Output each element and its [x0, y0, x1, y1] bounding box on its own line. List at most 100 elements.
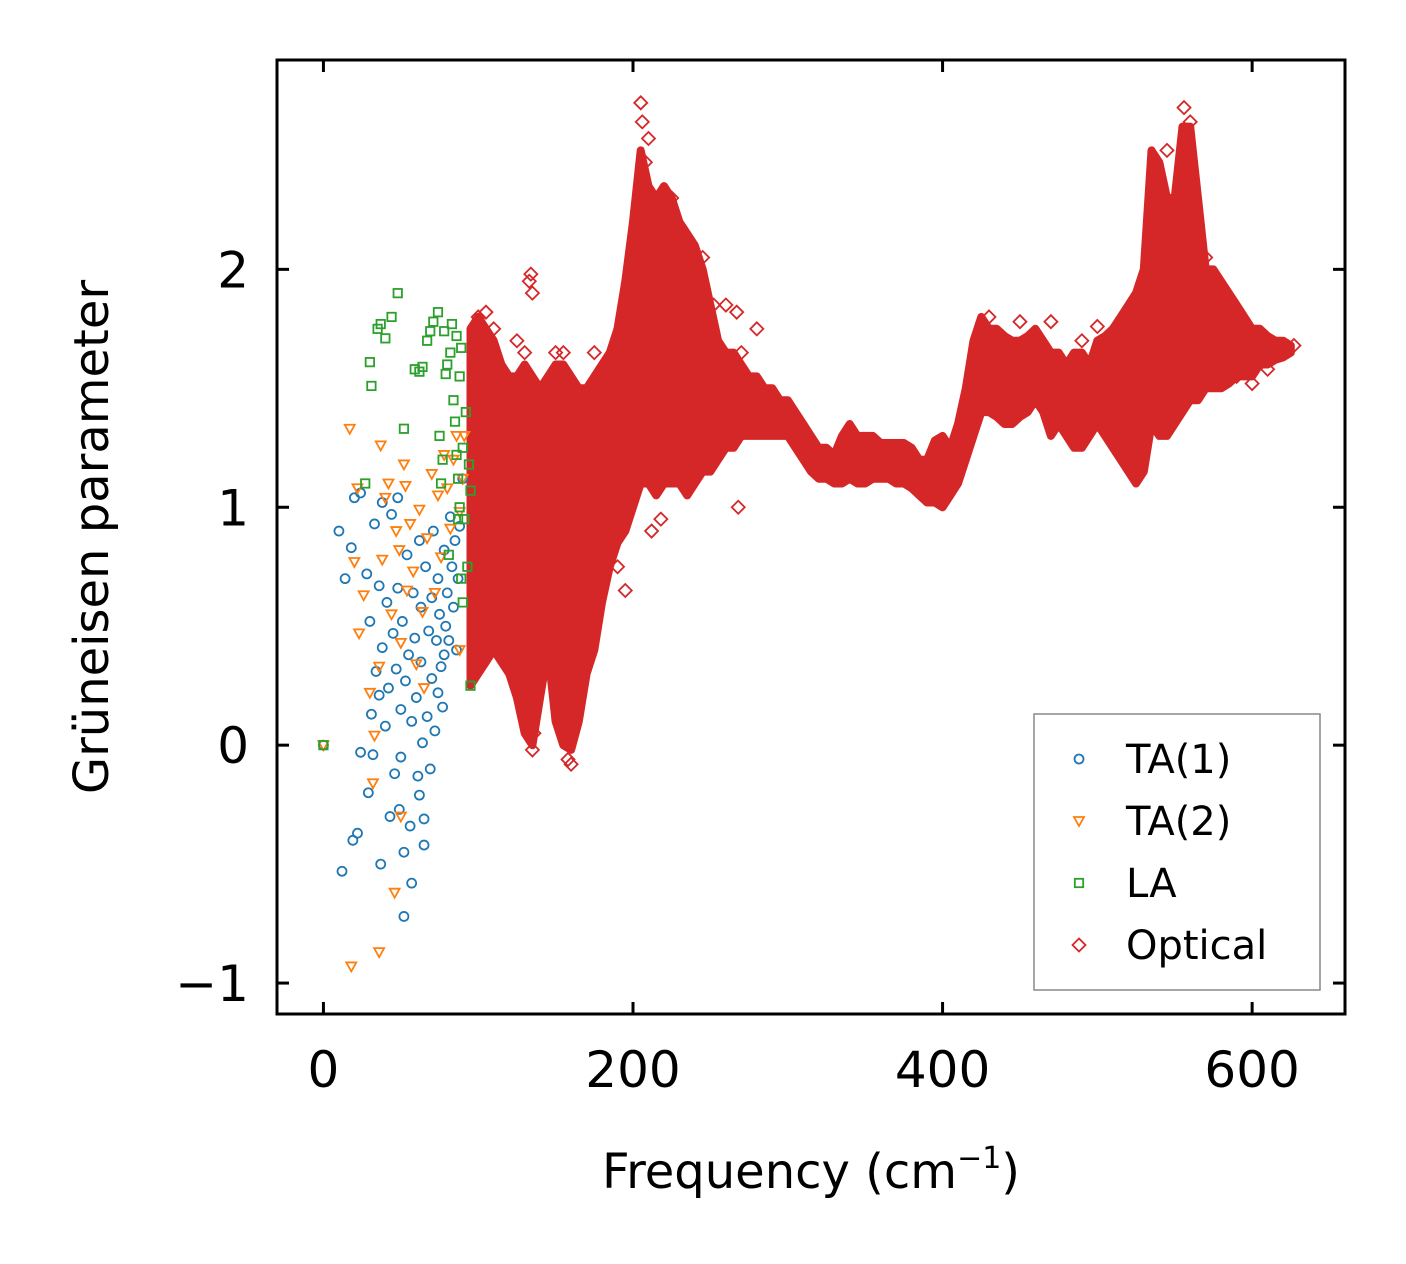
optical-point-9 — [526, 725, 542, 742]
ta-1-point-30 — [392, 492, 404, 504]
ta-1-point-29 — [390, 663, 402, 675]
ta-1-point-39 — [401, 549, 413, 561]
ta-2-point-5 — [352, 628, 366, 641]
ta-1-point-45 — [409, 632, 421, 644]
la-point-14 — [425, 326, 436, 337]
legend-item-la: LA — [1073, 861, 1177, 907]
ta-1-point-19 — [375, 858, 387, 870]
ta-2-point-37 — [440, 483, 454, 496]
la-point-7 — [386, 311, 397, 323]
legend-marker-la — [1073, 877, 1085, 889]
la-point-9 — [398, 423, 410, 434]
ta-1-point-60 — [426, 673, 438, 684]
optical-point-41 — [1197, 249, 1214, 266]
ta-2-point-38 — [443, 523, 457, 536]
y-tick-label: −1 — [175, 955, 249, 1013]
optical-point-20 — [637, 154, 654, 171]
plot-frame — [275, 58, 1347, 1016]
la-point-41 — [463, 459, 475, 470]
la-point-42 — [465, 680, 476, 691]
ta-1-point-72 — [441, 587, 453, 599]
y-tick-label: 1 — [217, 479, 249, 537]
ta-1-point-58 — [424, 763, 436, 775]
optical-point-18 — [634, 114, 651, 130]
ta-1-point-7 — [352, 827, 363, 839]
optical-point-17 — [632, 95, 649, 111]
la-point-34 — [456, 573, 467, 584]
x-axis-title: Frequency (cm−1) — [602, 1141, 1020, 1200]
ta-1-point-43 — [406, 877, 418, 889]
ta-1-point-17 — [373, 580, 385, 592]
optical-point-32 — [981, 309, 997, 325]
optical-point-6 — [523, 266, 539, 282]
ta-1-point-65 — [432, 573, 444, 585]
la-point-31 — [452, 514, 464, 525]
optical-point-25 — [694, 249, 711, 266]
optical-point-45 — [1275, 337, 1291, 354]
la-point-23 — [443, 549, 454, 560]
ta-1-point-54 — [418, 839, 430, 851]
series-ta-2 — [316, 423, 471, 974]
ta-2-point-7 — [363, 687, 377, 700]
legend-item-ta-2: TA(2) — [1072, 799, 1231, 845]
ta-1-point-40 — [403, 649, 414, 661]
ta-2-point-20 — [394, 811, 408, 824]
ta-1-point-77 — [449, 535, 461, 546]
x-tick-label: 0 — [308, 1041, 340, 1099]
y-tick-label: 2 — [217, 241, 249, 299]
optical-point-44 — [1259, 361, 1276, 378]
axis-ticks: 0 200 400 600 −1 0 1 2 — [175, 60, 1345, 1099]
ta-1-point-9 — [355, 746, 366, 758]
ta-1-point-66 — [434, 608, 445, 620]
ta-2-point-19 — [392, 545, 406, 557]
optical-point-3 — [509, 332, 525, 349]
optical-point-19 — [640, 130, 657, 147]
ta-1-point-38 — [400, 675, 411, 687]
ta-1-point-36 — [398, 911, 410, 922]
legend-label-ta-1: TA(1) — [1125, 737, 1231, 783]
ta-2-point-4 — [350, 483, 365, 496]
ta-2-point-32 — [425, 469, 439, 481]
optical-point-36 — [1089, 318, 1106, 335]
ta-1-point-28 — [389, 768, 401, 780]
ta-2-point-10 — [372, 661, 386, 674]
la-point-17 — [434, 430, 445, 441]
ta-1-point-23 — [381, 597, 393, 608]
legend-marker-ta-2 — [1072, 816, 1086, 828]
ta-1-point-32 — [393, 804, 405, 815]
ta-2-point-40 — [450, 430, 464, 443]
la-point-8 — [392, 288, 403, 299]
ta-2-point-11 — [372, 947, 386, 959]
optical-point-7 — [524, 285, 541, 301]
legend-marker-ta-1 — [1073, 753, 1085, 765]
legend-marker-optical — [1071, 937, 1087, 953]
ta-1-point-46 — [410, 692, 422, 703]
la-point-33 — [454, 371, 465, 382]
ta-2-point-16 — [385, 609, 399, 622]
optical-point-34 — [1043, 313, 1059, 330]
la-point-43 — [465, 485, 476, 496]
la-point-27 — [449, 416, 461, 427]
la-point-15 — [428, 316, 439, 327]
optical-point-27 — [718, 297, 734, 313]
ta-2-point-24 — [400, 585, 414, 598]
ta-2-point-28 — [412, 504, 426, 517]
ta-2-point-26 — [406, 566, 420, 579]
series-ta-1 — [318, 473, 469, 922]
optical-point-31 — [733, 344, 750, 361]
legend-label-ta-2: TA(2) — [1125, 799, 1231, 845]
ta-1-point-67 — [435, 661, 447, 673]
la-point-18 — [435, 478, 447, 489]
la-point-25 — [446, 318, 458, 330]
ta-2-point-1 — [343, 423, 357, 436]
ta-2-point-33 — [428, 588, 442, 600]
legend-label-optical: Optical — [1126, 923, 1267, 969]
ta-2-point-14 — [378, 492, 392, 505]
optical-point-37 — [1128, 304, 1144, 320]
ta-2-point-31 — [420, 533, 434, 546]
la-point-26 — [448, 395, 459, 406]
ta-1-point-21 — [376, 642, 388, 654]
ta-2-point-13 — [375, 554, 389, 567]
ta-2-point-34 — [431, 490, 445, 503]
ta-1-point-70 — [438, 649, 450, 661]
